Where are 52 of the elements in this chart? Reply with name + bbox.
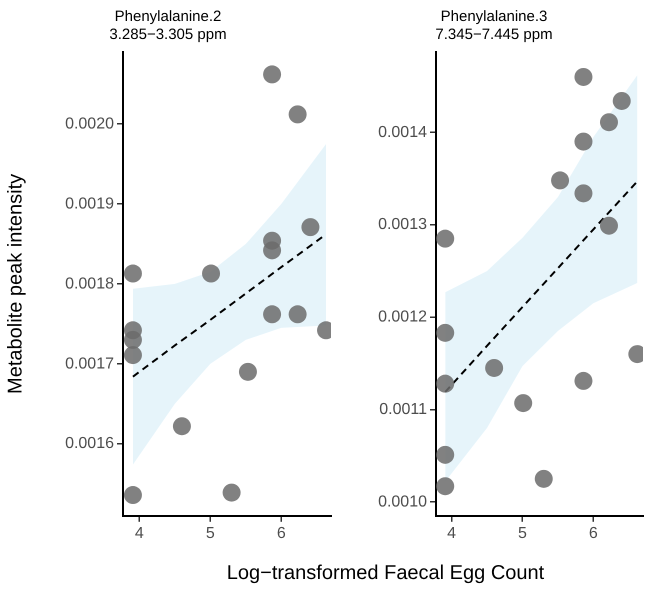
point <box>124 346 142 364</box>
point <box>436 324 454 342</box>
point <box>301 218 320 236</box>
x-tick-label: 6 <box>588 524 598 542</box>
y-tick-label: 0.0017 <box>65 355 114 372</box>
point <box>263 65 282 84</box>
point <box>600 113 618 132</box>
point <box>436 477 454 496</box>
point <box>124 486 142 504</box>
y-tick-label: 0.0020 <box>65 115 114 132</box>
y-axis-title: Metabolite peak intensity <box>4 174 27 394</box>
point <box>263 305 282 324</box>
point <box>574 184 592 202</box>
point <box>574 132 592 151</box>
y-tick-label: 0.0014 <box>378 124 428 141</box>
point <box>436 374 454 393</box>
y-tick-label: 0.0016 <box>65 435 114 452</box>
point <box>124 264 142 283</box>
x-tick-label: 4 <box>447 524 456 542</box>
point <box>534 470 553 488</box>
x-tick-label: 5 <box>206 524 215 542</box>
x-tick-label: 6 <box>276 524 286 542</box>
x-axis-title: Log−transformed Faecal Egg Count <box>226 562 546 585</box>
point <box>263 241 282 260</box>
x-tick-label: 4 <box>134 524 144 542</box>
point <box>574 68 592 86</box>
point <box>222 484 241 502</box>
y-tick-label: 0.0010 <box>378 493 428 510</box>
point <box>436 446 454 464</box>
point <box>288 305 307 324</box>
point <box>172 417 191 436</box>
chart-subtitle: 3.285−3.305 ppm <box>109 26 227 44</box>
point <box>612 92 631 110</box>
chart-subtitle: 7.345−7.445 ppm <box>435 26 553 44</box>
point <box>551 171 570 190</box>
y-tick-label: 0.0018 <box>65 275 114 292</box>
point <box>514 394 532 412</box>
point <box>288 105 307 124</box>
point <box>202 264 220 283</box>
y-tick-label: 0.0011 <box>379 400 428 418</box>
point <box>238 362 257 381</box>
point <box>600 216 618 235</box>
x-tick-label: 5 <box>518 524 528 542</box>
y-tick-label: 0.0013 <box>378 216 428 234</box>
chart-title: Phenylalanine.3 <box>440 8 548 26</box>
point <box>124 330 142 349</box>
y-tick-label: 0.0012 <box>378 308 428 326</box>
point <box>436 230 454 248</box>
point <box>485 358 504 377</box>
chart-title: Phenylalanine.2 <box>114 8 222 26</box>
point <box>574 372 592 390</box>
y-tick-label: 0.0019 <box>65 195 114 212</box>
